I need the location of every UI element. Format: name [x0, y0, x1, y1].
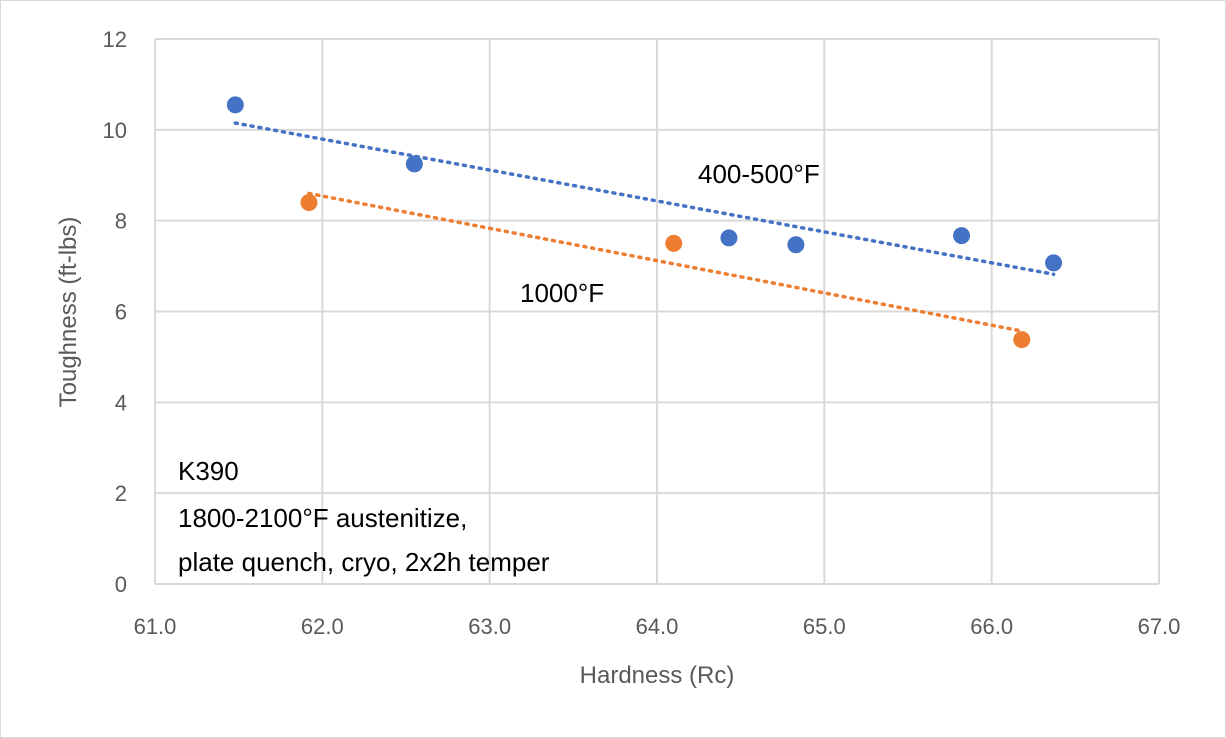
data-point-series-0: [226, 96, 244, 114]
x-tick-label: 65.0: [803, 614, 846, 639]
data-point-series-1: [300, 194, 318, 211]
data-point-series-0: [787, 236, 805, 254]
series-label-1000: 1000°F: [520, 278, 604, 308]
data-point-series-0: [1045, 254, 1063, 272]
x-axis-ticks: 61.0 62.0 63.0 64.0 65.0 66.0 67.0: [134, 614, 1181, 639]
x-tick-label: 67.0: [1138, 614, 1181, 639]
data-points: [226, 96, 1063, 349]
trendline-series-1: [307, 191, 1024, 333]
y-axis-ticks: 0 2 4 6 8 10 12: [103, 27, 127, 597]
data-point-series-1: [665, 234, 683, 252]
annotation-steel-name: K390: [178, 456, 239, 486]
x-tick-label: 61.0: [134, 614, 177, 639]
x-tick-label: 62.0: [301, 614, 344, 639]
y-tick-label: 12: [103, 27, 127, 52]
y-tick-label: 8: [115, 209, 127, 234]
annotation-austenitize: 1800-2100°F austenitize,: [178, 503, 467, 533]
data-point-series-1: [1013, 331, 1031, 349]
y-tick-label: 0: [115, 572, 127, 597]
gridlines: [154, 38, 1160, 585]
x-tick-label: 66.0: [970, 614, 1013, 639]
y-axis-title: Toughness (ft-lbs): [55, 217, 82, 408]
annotation-quench-temper: plate quench, cryo, 2x2h temper: [178, 547, 550, 577]
y-tick-label: 6: [115, 300, 127, 325]
x-tick-label: 63.0: [468, 614, 511, 639]
series-label-400-500: 400-500°F: [698, 159, 820, 189]
y-tick-label: 2: [115, 481, 127, 506]
x-tick-label: 64.0: [636, 614, 679, 639]
data-point-series-0: [953, 227, 971, 245]
trendline-series-0: [233, 121, 1056, 277]
y-tick-label: 4: [115, 390, 127, 415]
data-point-series-0: [720, 229, 738, 247]
y-tick-label: 10: [103, 118, 127, 143]
data-point-series-0: [405, 155, 423, 173]
trendlines: [233, 121, 1056, 333]
x-axis-title: Hardness (Rc): [580, 662, 735, 689]
